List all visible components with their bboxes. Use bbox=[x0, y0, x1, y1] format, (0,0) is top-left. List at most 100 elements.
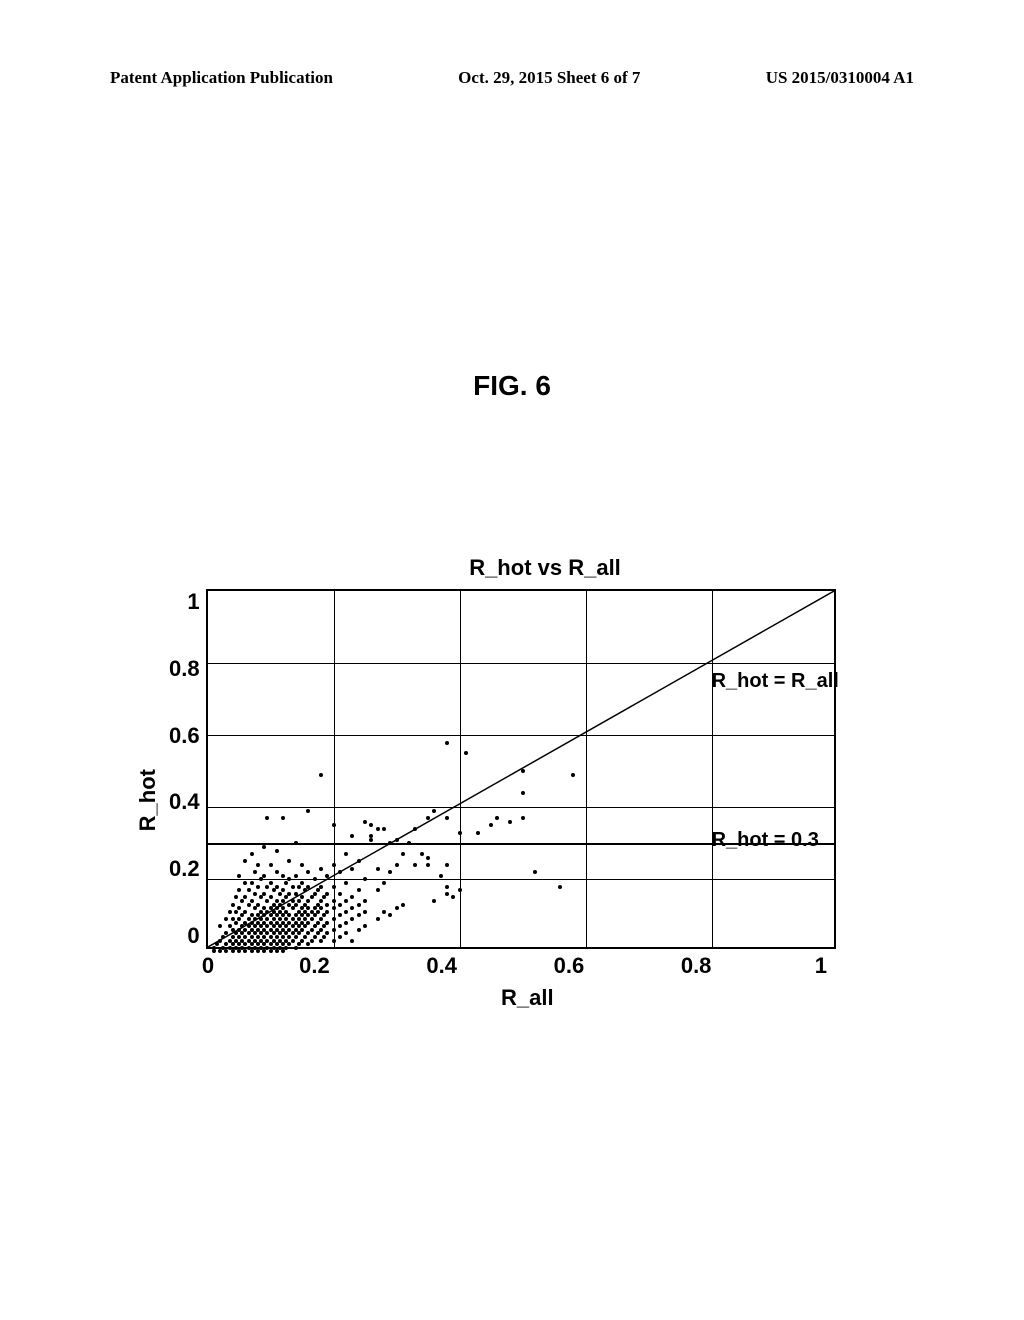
scatter-point bbox=[291, 906, 295, 910]
scatter-point bbox=[319, 917, 323, 921]
scatter-point bbox=[306, 899, 310, 903]
scatter-point bbox=[363, 899, 367, 903]
xtick: 0.4 bbox=[426, 953, 457, 979]
scatter-point bbox=[303, 888, 307, 892]
scatter-point bbox=[294, 874, 298, 878]
scatter-point bbox=[287, 892, 291, 896]
scatter-point bbox=[294, 935, 298, 939]
scatter-point bbox=[476, 831, 480, 835]
scatter-point bbox=[325, 931, 329, 935]
scatter-point bbox=[306, 885, 310, 889]
scatter-point bbox=[332, 823, 336, 827]
scatter-point bbox=[319, 899, 323, 903]
scatter-point bbox=[297, 885, 301, 889]
scatter-point bbox=[259, 877, 263, 881]
scatter-point bbox=[300, 928, 304, 932]
scatter-point bbox=[319, 867, 323, 871]
scatter-point bbox=[395, 838, 399, 842]
scatter-point bbox=[306, 931, 310, 935]
scatter-point bbox=[256, 903, 260, 907]
scatter-point bbox=[332, 917, 336, 921]
scatter-point bbox=[332, 885, 336, 889]
scatter-point bbox=[426, 863, 430, 867]
scatter-point bbox=[218, 939, 222, 943]
xtick: 0.8 bbox=[681, 953, 712, 979]
scatter-point bbox=[357, 928, 361, 932]
scatter-point bbox=[489, 823, 493, 827]
scatter-point bbox=[316, 921, 320, 925]
gridline-vertical bbox=[586, 591, 587, 947]
scatter-point bbox=[272, 888, 276, 892]
y-axis-label: R_hot bbox=[135, 769, 161, 831]
scatter-point bbox=[253, 892, 257, 896]
xtick: 0.6 bbox=[554, 953, 585, 979]
scatter-point bbox=[262, 845, 266, 849]
scatter-point bbox=[234, 921, 238, 925]
scatter-point bbox=[432, 809, 436, 813]
diagonal-line-label: R_hot = R_all bbox=[712, 670, 839, 693]
scatter-point bbox=[275, 949, 279, 953]
scatter-point bbox=[382, 881, 386, 885]
scatter-point bbox=[281, 949, 285, 953]
scatter-point bbox=[344, 852, 348, 856]
scatter-point bbox=[458, 888, 462, 892]
scatter-point bbox=[357, 888, 361, 892]
header-center: Oct. 29, 2015 Sheet 6 of 7 bbox=[458, 68, 640, 88]
scatter-point bbox=[369, 834, 373, 838]
scatter-point bbox=[401, 852, 405, 856]
scatter-point bbox=[253, 906, 257, 910]
figure-label: FIG. 6 bbox=[0, 370, 1024, 402]
scatter-point bbox=[284, 946, 288, 950]
scatter-point bbox=[294, 892, 298, 896]
scatter-point bbox=[224, 949, 228, 953]
scatter-point bbox=[269, 863, 273, 867]
scatter-point bbox=[322, 924, 326, 928]
scatter-point bbox=[413, 863, 417, 867]
scatter-point bbox=[426, 856, 430, 860]
scatter-point bbox=[313, 892, 317, 896]
scatter-point bbox=[350, 917, 354, 921]
ytick: 0.2 bbox=[169, 856, 200, 882]
scatter-point bbox=[228, 910, 232, 914]
scatter-point bbox=[319, 885, 323, 889]
scatter-point bbox=[357, 859, 361, 863]
scatter-point bbox=[231, 949, 235, 953]
scatter-point bbox=[322, 935, 326, 939]
scatter-point bbox=[278, 892, 282, 896]
scatter-point bbox=[344, 910, 348, 914]
scatter-point bbox=[247, 888, 251, 892]
scatter-point bbox=[265, 899, 269, 903]
scatter-point bbox=[344, 881, 348, 885]
scatter-point bbox=[218, 949, 222, 953]
scatter-point bbox=[310, 939, 314, 943]
scatter-point bbox=[325, 892, 329, 896]
scatter-point bbox=[243, 895, 247, 899]
scatter-point bbox=[338, 913, 342, 917]
scatter-point bbox=[357, 913, 361, 917]
chart-container: R_hot vs R_all R_hot 1 0.8 0.6 0.4 0.2 0… bbox=[135, 555, 895, 1011]
scatter-point bbox=[243, 881, 247, 885]
ytick: 0.4 bbox=[169, 789, 200, 815]
scatter-point bbox=[363, 910, 367, 914]
scatter-point bbox=[306, 942, 310, 946]
scatter-point bbox=[294, 946, 298, 950]
scatter-point bbox=[521, 816, 525, 820]
scatter-point bbox=[256, 863, 260, 867]
scatter-point bbox=[382, 910, 386, 914]
scatter-point bbox=[306, 921, 310, 925]
scatter-point bbox=[350, 834, 354, 838]
gridline-horizontal bbox=[208, 663, 834, 664]
scatter-point bbox=[256, 949, 260, 953]
scatter-point bbox=[253, 870, 257, 874]
scatter-point bbox=[350, 895, 354, 899]
scatter-point bbox=[237, 917, 241, 921]
scatter-point bbox=[319, 906, 323, 910]
scatter-point bbox=[426, 816, 430, 820]
scatter-point bbox=[275, 870, 279, 874]
scatter-point bbox=[344, 899, 348, 903]
scatter-point bbox=[269, 895, 273, 899]
scatter-point bbox=[291, 885, 295, 889]
header-right: US 2015/0310004 A1 bbox=[766, 68, 914, 88]
scatter-point bbox=[533, 870, 537, 874]
scatter-point bbox=[316, 931, 320, 935]
